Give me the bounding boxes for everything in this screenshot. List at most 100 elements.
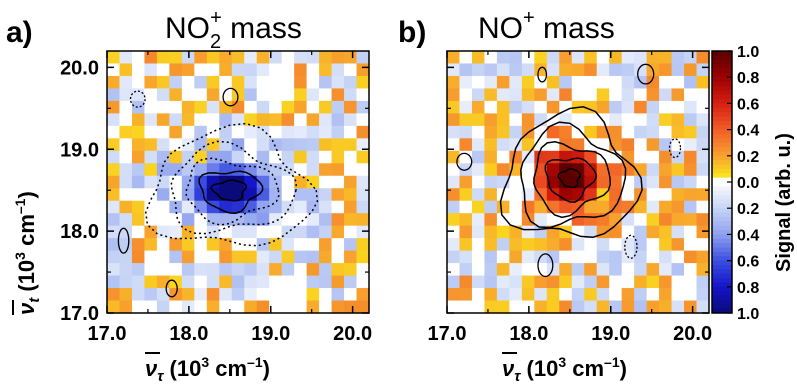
heatmap-cell <box>194 100 208 114</box>
heatmap-cell <box>194 238 208 252</box>
heatmap-cell <box>509 188 523 202</box>
heatmap-cell <box>319 75 333 90</box>
heatmap-cell <box>319 275 333 289</box>
heatmap-cell <box>331 225 345 239</box>
heatmap-cell <box>131 200 146 214</box>
heatmap-cell <box>671 275 685 289</box>
colorbar-segment <box>712 125 732 131</box>
colorbar-segment <box>712 304 732 310</box>
plot-frame <box>106 50 370 314</box>
heatmap-cell <box>659 125 673 139</box>
heatmap-cell <box>471 138 486 152</box>
colorbar-segment <box>712 68 732 74</box>
xlabel-b-unit-exp: –1 <box>604 354 620 370</box>
heatmap-cell <box>144 138 158 152</box>
heatmap-cell <box>634 263 648 277</box>
heatmap-cell <box>219 263 233 277</box>
heatmap-cell <box>244 275 258 289</box>
heatmap-cell <box>281 263 295 277</box>
heatmap-cell <box>447 263 461 277</box>
heatmap-cell <box>496 75 510 90</box>
heatmap-cell <box>509 175 523 189</box>
heatmap-cell <box>521 113 535 127</box>
heatmap-cell <box>181 88 195 102</box>
heatmap-cell <box>546 138 560 152</box>
heatmap-cell <box>294 150 308 164</box>
heatmap-cell <box>646 263 660 277</box>
x-tick-label: 20.0 <box>333 323 372 345</box>
heatmap-cell <box>559 51 573 65</box>
heatmap-cell <box>634 100 648 114</box>
heatmap-cell <box>156 150 170 164</box>
heatmap-cell <box>169 175 183 189</box>
heatmap-cell <box>559 125 573 139</box>
heatmap-cell <box>546 175 560 189</box>
heatmap-cell <box>194 175 208 189</box>
heatmap-cell <box>596 51 610 65</box>
heatmap-cell <box>571 200 585 214</box>
xlabel-a-rest: (10 <box>163 356 201 381</box>
xlabel-a-close: ) <box>263 356 270 381</box>
heatmap-cell <box>319 138 333 152</box>
panel-label-a: a) <box>6 16 33 49</box>
heatmap-cell <box>331 188 345 202</box>
heatmap-cell <box>546 51 560 65</box>
heatmap-cell <box>659 213 673 227</box>
heatmap-cell <box>144 300 158 314</box>
heatmap-cell <box>584 263 598 277</box>
heatmap-cell <box>546 238 560 252</box>
heatmap-cell <box>696 250 710 264</box>
heatmap-cell <box>107 150 121 164</box>
heatmap-cell <box>256 100 270 114</box>
heatmap-cell <box>534 150 548 164</box>
heatmap-cell <box>634 288 648 302</box>
heatmap-cell <box>231 150 245 164</box>
heatmap-cell <box>584 225 598 239</box>
heatmap-cell <box>331 163 345 177</box>
heatmap-cell <box>269 250 283 264</box>
heatmap-cell <box>571 288 585 302</box>
heatmap-cell <box>344 225 358 239</box>
heatmap-cell <box>206 238 220 252</box>
heatmap-cell <box>281 175 295 189</box>
heatmap-cell <box>484 263 498 277</box>
heatmap-cell <box>181 288 195 302</box>
heatmap-cell <box>509 300 523 314</box>
heatmap-cell <box>496 150 510 164</box>
heatmap-cell <box>596 163 610 177</box>
heatmap-cell <box>119 238 133 252</box>
heatmap-cell <box>319 250 333 264</box>
heatmap-cell <box>169 150 183 164</box>
heatmap-cell <box>219 300 233 314</box>
heatmap-cell <box>231 263 245 277</box>
heatmap-cell <box>356 275 370 289</box>
heatmap-cell <box>696 300 710 314</box>
heatmap-cell <box>331 88 345 102</box>
heatmap-cell <box>156 113 170 127</box>
heatmap-cell <box>471 88 486 102</box>
heatmap-cell <box>521 175 535 189</box>
heatmap-cell <box>131 300 146 314</box>
heatmap-cell <box>521 63 535 77</box>
heatmap-cell <box>231 51 245 65</box>
heatmap-cell <box>107 213 121 227</box>
title-a-sub: 2 <box>210 31 221 53</box>
heatmap-cell <box>521 100 535 114</box>
heatmap-cell <box>634 63 648 77</box>
heatmap-cell <box>447 238 461 252</box>
heatmap-cell <box>319 100 333 114</box>
heatmap-cell <box>219 238 233 252</box>
heatmap-cell <box>281 188 295 202</box>
heatmap-cell <box>144 100 158 114</box>
colorbar-segment <box>712 212 732 218</box>
heatmap-cell <box>181 75 195 90</box>
heatmap-cell <box>331 275 345 289</box>
heatmap-cell <box>256 150 270 164</box>
heatmap-cell <box>471 300 486 314</box>
contour-line <box>456 152 473 171</box>
heatmap-cell <box>496 200 510 214</box>
colorbar-segment <box>712 129 732 135</box>
contour-line <box>185 157 280 226</box>
heatmap-cell <box>471 75 486 90</box>
contour-line <box>520 121 627 229</box>
